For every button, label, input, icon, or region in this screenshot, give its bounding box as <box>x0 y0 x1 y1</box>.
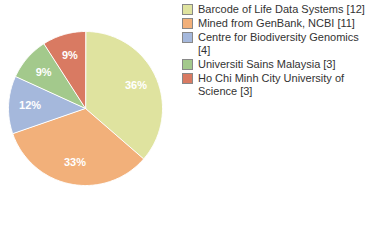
svg-text:9%: 9% <box>62 49 78 61</box>
html-text:Centre for Biodiversity Genomi: Centre for Biodiversity Genomics [4] <box>198 31 359 56</box>
html-text:Barcode of Life Data Systems [: Barcode of Life Data Systems [12] <box>198 3 365 15</box>
svg-text:12%: 12% <box>19 99 41 111</box>
svg-text:36%: 36% <box>125 79 147 91</box>
html-text:Mined from GenBank, NCBI [11]: Mined from GenBank, NCBI [11] <box>198 17 355 29</box>
svg-text:9%: 9% <box>36 66 52 78</box>
svg-text:33%: 33% <box>64 156 86 168</box>
html-text:Ho Chi Minh City University of: Ho Chi Minh City University of Science [… <box>198 72 345 97</box>
html-text:Universiti Sains Malaysia [3]: Universiti Sains Malaysia [3] <box>198 58 336 70</box>
